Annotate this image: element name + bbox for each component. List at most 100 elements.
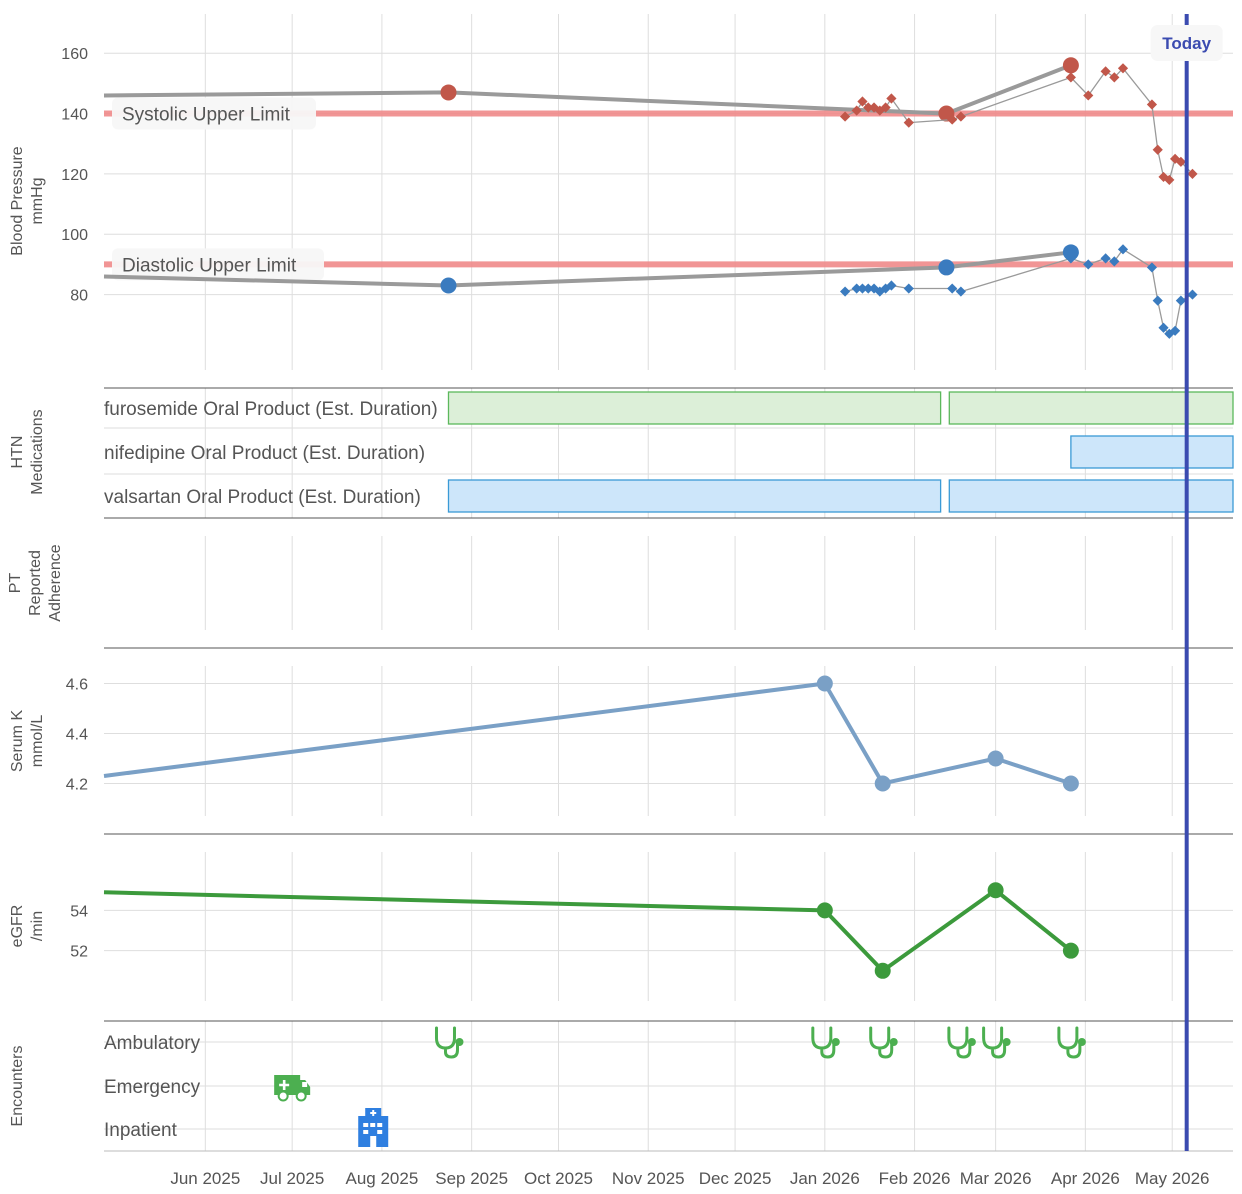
stethoscope-chestpiece (831, 1038, 840, 1046)
diastolic_home-point (1083, 259, 1094, 270)
systolic_home-point (851, 105, 862, 116)
k-y-tick-label: 4.6 (66, 677, 88, 694)
diastolic-limit-label: Diastolic Upper Limit (122, 255, 297, 276)
bp-ylabel: Blood Pressure (9, 146, 26, 255)
egfr-unit-label: /min (29, 911, 46, 941)
ambulance-wheel (295, 1090, 307, 1102)
bp-y-tick-label: 120 (61, 167, 88, 184)
systolic_clinic-point (440, 84, 457, 101)
stethoscope-tube (869, 1026, 894, 1059)
encounter-category-label: Inpatient (104, 1120, 178, 1141)
x-tick-label: May 2026 (1135, 1169, 1210, 1188)
x-tick-label: Dec 2025 (699, 1169, 772, 1188)
hospital-icon (358, 1108, 389, 1147)
diastolic_home-point (851, 283, 862, 294)
meds-ylabel-2: Medications (29, 409, 46, 494)
adherence-ylabel: PT (7, 573, 24, 594)
systolic_home-point (1152, 144, 1163, 155)
meds-ylabel: HTN (9, 436, 26, 469)
egfr-point (1062, 942, 1079, 959)
medication-bar (948, 391, 1234, 425)
ambulance-wheel (277, 1090, 289, 1102)
stethoscope-icon (1057, 1026, 1086, 1059)
x-tick-label: Jan 2026 (790, 1169, 860, 1188)
x-tick-label: Feb 2026 (879, 1169, 951, 1188)
stethoscope-tube (1057, 1026, 1082, 1059)
bp-panel: 80 100 120 140 160 Systolic Upper Limit Diasto… (61, 46, 1233, 339)
x-tick-label: Nov 2025 (612, 1169, 685, 1188)
diastolic_home-point (903, 283, 914, 294)
diastolic_home-point (1175, 295, 1186, 306)
egfr-line (103, 888, 1073, 973)
egfr-point (987, 882, 1004, 899)
medications-panel: furosemide Oral Product (Est. Duration) n… (104, 391, 1234, 513)
systolic_home-point (903, 117, 914, 128)
systolic_home-point (886, 93, 897, 104)
stethoscope-tube (982, 1026, 1007, 1059)
stethoscope-tube (947, 1026, 972, 1059)
vertical-gridlines (104, 14, 1233, 1151)
bp-y-tick-label: 140 (61, 107, 88, 124)
stethoscope-chestpiece (889, 1038, 898, 1046)
diastolic_clinic-point (1062, 244, 1079, 261)
diastolic_clinic-line (103, 250, 1072, 288)
k-unit-label: mmol/L (29, 715, 46, 768)
systolic_home-point (1100, 66, 1111, 77)
stethoscope-icon (869, 1026, 898, 1059)
egfr-y-tick-label: 52 (70, 944, 88, 961)
medication-bar (1070, 435, 1234, 469)
systolic-limit-label: Systolic Upper Limit (122, 105, 291, 126)
systolic_home-point (857, 96, 868, 107)
medication-bar (447, 391, 942, 425)
diastolic_clinic-point (440, 277, 457, 294)
stethoscope-chestpiece (1002, 1038, 1011, 1046)
stethoscope-icon (947, 1026, 976, 1059)
stethoscope-icon (811, 1026, 840, 1059)
bp-y-tick-label: 80 (70, 288, 88, 305)
potassium-point (987, 750, 1004, 767)
encounter-category-label: Emergency (104, 1077, 201, 1098)
k-y-tick-label: 4.4 (66, 727, 88, 744)
potassium-point (816, 675, 833, 692)
x-tick-label: Sep 2025 (435, 1169, 508, 1188)
diastolic_home-point (839, 286, 851, 297)
stethoscope-icon (434, 1026, 464, 1059)
diastolic_home-point (1109, 256, 1120, 267)
today-label-box (1150, 25, 1223, 61)
stethoscope-chestpiece (455, 1038, 464, 1046)
x-tick-label: Apr 2026 (1051, 1169, 1120, 1188)
medication-label: nifedipine Oral Product (Est. Duration) (104, 443, 425, 464)
encounters-panel: Ambulatory Emergency Inpatient (104, 1026, 1233, 1147)
medication-bar (948, 479, 1234, 513)
medication-label: furosemide Oral Product (Est. Duration) (104, 399, 438, 420)
egfr-y-tick-label: 54 (70, 903, 88, 920)
ambulance-cross (279, 1080, 290, 1090)
limit-label-box (112, 248, 324, 281)
hospital-window (370, 1123, 376, 1127)
stethoscope-chestpiece (1077, 1038, 1086, 1046)
medication-bar (447, 479, 942, 513)
egfr-panel: 52 54 (70, 882, 1233, 979)
hospital-door (370, 1136, 377, 1147)
hospital-window (377, 1123, 383, 1127)
x-tick-label: Jun 2025 (170, 1169, 240, 1188)
diastolic_home-point (947, 283, 958, 294)
egfr-ylabel: eGFR (9, 905, 26, 948)
adherence-ylabel-2: Reported (27, 550, 44, 616)
today-marker: Today (1150, 14, 1223, 1151)
diastolic_home-point (857, 283, 868, 294)
stethoscope-icon (982, 1026, 1011, 1059)
hospital-window (363, 1130, 369, 1134)
systolic_clinic-line (103, 63, 1072, 116)
medication-label: valsartan Oral Product (Est. Duration) (104, 487, 421, 508)
systolic_home-point (955, 111, 966, 122)
encounter-category-label: Ambulatory (104, 1033, 201, 1054)
hospital-window (363, 1123, 369, 1127)
ambulance-icon (274, 1075, 311, 1102)
stethoscope-tube (434, 1026, 459, 1059)
enc-ylabel: Encounters (9, 1046, 26, 1127)
limit-label-box (112, 97, 316, 130)
adherence-ylabel-3: Adherence (47, 544, 64, 621)
bp-y-tick-label: 100 (61, 227, 88, 244)
